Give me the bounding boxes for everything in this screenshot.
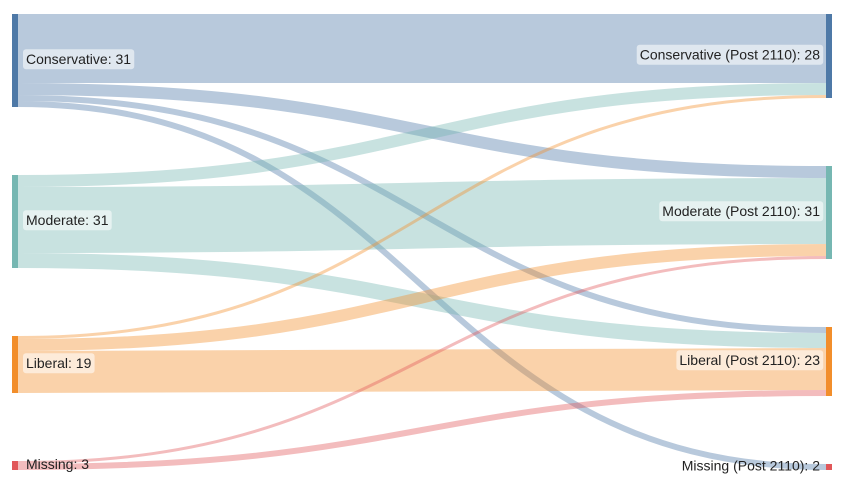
node-label: Liberal: 19 (26, 355, 92, 371)
node-label: Missing (Post 2110): 2 (682, 458, 820, 474)
node-label: Moderate (Post 2110): 31 (662, 203, 820, 219)
target-node (826, 327, 832, 396)
node-label: Moderate: 31 (26, 212, 109, 228)
source-node (12, 336, 18, 393)
flow (17, 95, 827, 333)
label-box (23, 210, 112, 231)
target-node (826, 166, 832, 259)
label-box (636, 44, 824, 65)
flow (17, 348, 827, 393)
flow (17, 256, 827, 464)
node-label: Conservative: 31 (26, 51, 131, 67)
source-node (12, 175, 18, 268)
flow (17, 390, 827, 470)
label-box (23, 49, 135, 70)
label-box (676, 350, 824, 371)
node-label: Liberal (Post 2110): 23 (679, 352, 820, 368)
node-label: Conservative (Post 2110): 28 (640, 47, 820, 63)
flow (17, 95, 827, 339)
source-node (12, 461, 18, 470)
target-node (826, 14, 832, 98)
target-node (826, 464, 832, 470)
node-label: Missing: 3 (26, 456, 89, 472)
flow (17, 253, 827, 348)
label-box (659, 201, 824, 222)
flow (17, 83, 827, 187)
source-node (12, 14, 18, 107)
flow (17, 244, 827, 351)
flow (17, 83, 827, 178)
label-box (23, 353, 95, 374)
flow (17, 101, 827, 470)
